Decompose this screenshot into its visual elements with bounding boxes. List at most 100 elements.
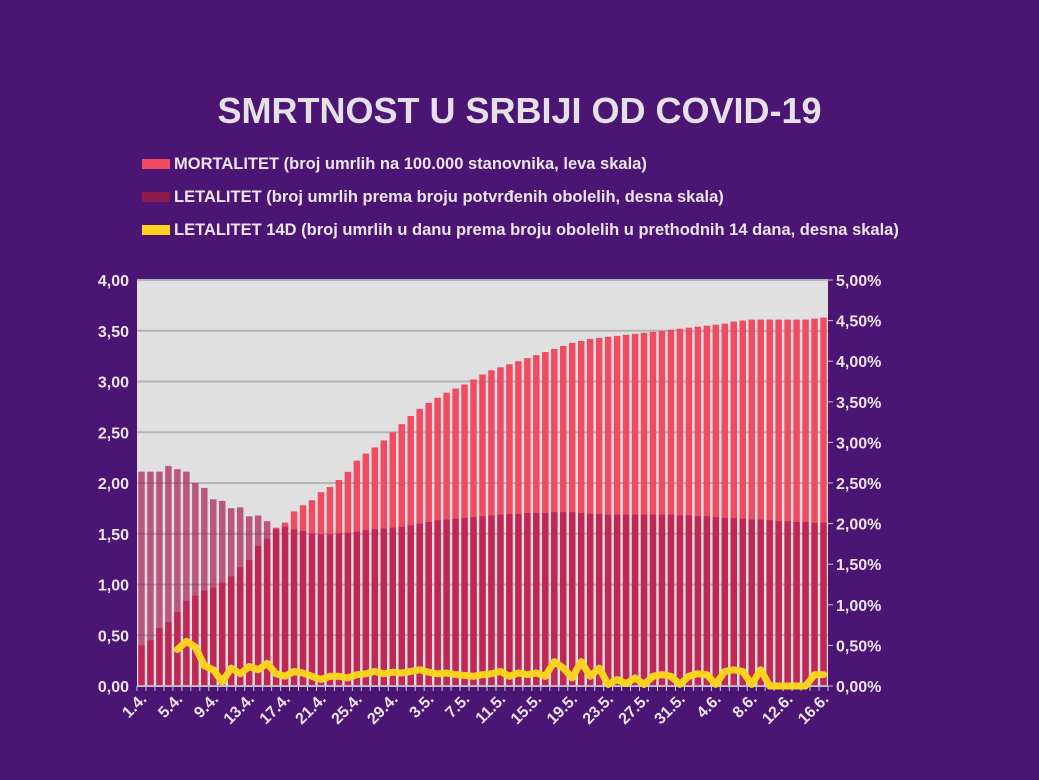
bar-letalitet <box>326 534 334 686</box>
right-axis-tick-label: 0,50% <box>836 638 881 655</box>
left-axis-tick-label: 2,50 <box>98 425 129 442</box>
bar-mortalitet <box>811 318 818 686</box>
line-letalitet-14d <box>173 637 827 690</box>
legend-swatch-letalitet-14d <box>142 225 170 235</box>
bar-mortalitet <box>586 338 594 686</box>
x-axis-tick-label: 15.5. <box>508 691 545 728</box>
x-axis-tick-label: 9.4. <box>191 691 222 722</box>
bar-letalitet <box>685 515 693 686</box>
bar-mortalitet <box>739 320 746 686</box>
bar-letalitet <box>263 521 271 686</box>
bar-letalitet <box>254 515 262 686</box>
left-axis-tick-label: 3,00 <box>98 375 129 392</box>
bar-letalitet <box>569 512 576 686</box>
bar-letalitet <box>622 514 630 686</box>
x-axis-tick-label: 7.5. <box>442 691 473 722</box>
bar-letalitet <box>147 471 154 686</box>
chart-title: SMRTNOST U SRBIJI OD COVID-19 <box>217 90 822 131</box>
bar-letalitet <box>183 471 190 686</box>
right-axis-tick-label: 2,00% <box>836 517 881 534</box>
legend-swatch-letalitet <box>142 192 170 202</box>
bar-mortalitet <box>613 335 621 686</box>
x-axis-tick-label: 5.4. <box>155 691 186 722</box>
left-axis-tick-label: 2,00 <box>98 476 129 493</box>
left-axis-tick-label: 1,50 <box>98 527 129 544</box>
bar-letalitet <box>452 518 459 686</box>
bar-letalitet <box>542 513 549 686</box>
bar-letalitet <box>371 529 379 686</box>
bar-letalitet <box>227 508 235 686</box>
left-axis-tick-label: 0,50 <box>98 628 129 645</box>
bar-letalitet <box>425 521 432 686</box>
bar-letalitet <box>443 519 450 686</box>
bar-letalitet <box>344 532 352 686</box>
right-axis-tick-label: 4,00% <box>836 354 881 371</box>
bar-mortalitet <box>595 337 603 686</box>
bar-mortalitet <box>721 323 729 686</box>
bar-letalitet <box>793 521 800 686</box>
bar-letalitet <box>506 513 513 686</box>
bar-letalitet <box>389 527 396 686</box>
bar-letalitet <box>631 514 639 686</box>
bar-mortalitet <box>793 319 800 686</box>
bar-mortalitet <box>622 334 630 686</box>
bar-letalitet <box>811 522 818 686</box>
bar-mortalitet <box>649 331 657 686</box>
bar-letalitet <box>488 515 495 686</box>
right-axis-tick-label: 0,00% <box>836 679 881 696</box>
bar-mortalitet <box>703 325 711 686</box>
bar-letalitet <box>272 529 280 686</box>
bar-letalitet <box>577 513 585 686</box>
x-axis-tick-label: 25.4. <box>329 691 366 728</box>
bar-letalitet <box>335 533 343 686</box>
legend-label: MORTALITET (broj umrlih na 100.000 stano… <box>174 155 647 173</box>
bar-letalitet <box>470 517 477 686</box>
bar-mortalitet <box>631 333 639 686</box>
bar-letalitet <box>667 514 675 686</box>
bar-letalitet <box>739 518 746 686</box>
bar-letalitet <box>174 469 181 686</box>
left-axis-tick-label: 3,50 <box>98 324 129 341</box>
bar-letalitet <box>604 514 612 686</box>
right-axis-tick-label: 5,00% <box>836 273 881 290</box>
x-axis-tick-label: 17.4. <box>257 691 294 728</box>
bar-letalitet <box>721 517 729 686</box>
legend-label: LETALITET 14D (broj umrlih u danu prema … <box>174 221 899 239</box>
left-axis-tick-label: 1,00 <box>98 578 129 595</box>
x-axis-tick-label: 21.4. <box>293 691 330 728</box>
bar-letalitet <box>416 523 423 686</box>
bar-letalitet <box>353 531 361 686</box>
legend-label: LETALITET (broj umrlih prema broju potvr… <box>174 188 724 206</box>
left-axis-tick-label: 4,00 <box>98 273 129 290</box>
bar-letalitet <box>362 530 370 686</box>
x-axis-tick-label: 16.6. <box>795 691 832 728</box>
bar-letalitet <box>380 528 388 686</box>
right-axis-tick-label: 2,50% <box>836 476 881 493</box>
bar-letalitet <box>210 499 217 686</box>
x-axis-tick-label: 23.5. <box>580 691 617 728</box>
bar-mortalitet <box>766 319 773 686</box>
bar-letalitet <box>461 517 468 686</box>
bar-mortalitet <box>730 321 738 686</box>
bar-letalitet <box>524 513 531 686</box>
bar-letalitet <box>802 521 809 686</box>
bar-letalitet <box>766 520 773 686</box>
bar-mortalitet <box>748 319 755 686</box>
bar-letalitet <box>138 471 145 686</box>
bar-letalitet <box>640 514 648 686</box>
bar-letalitet <box>613 514 621 686</box>
x-axis-tick-label: 19.5. <box>544 691 581 728</box>
x-axis-tick-label: 3.5. <box>407 691 438 722</box>
bar-letalitet <box>290 529 298 686</box>
x-axis-tick-label: 4.6. <box>694 691 725 722</box>
bar-letalitet <box>192 483 199 686</box>
bar-letalitet <box>694 516 702 686</box>
bar-letalitet <box>775 521 782 686</box>
legend-item-letalitet: LETALITET (broj umrlih prema broju potvr… <box>142 187 902 207</box>
bar-letalitet <box>479 516 486 686</box>
bar-letalitet <box>299 530 307 686</box>
bar-mortalitet <box>667 329 675 686</box>
bar-letalitet <box>281 526 289 686</box>
bar-letalitet <box>156 471 163 686</box>
bar-letalitet <box>757 519 764 686</box>
